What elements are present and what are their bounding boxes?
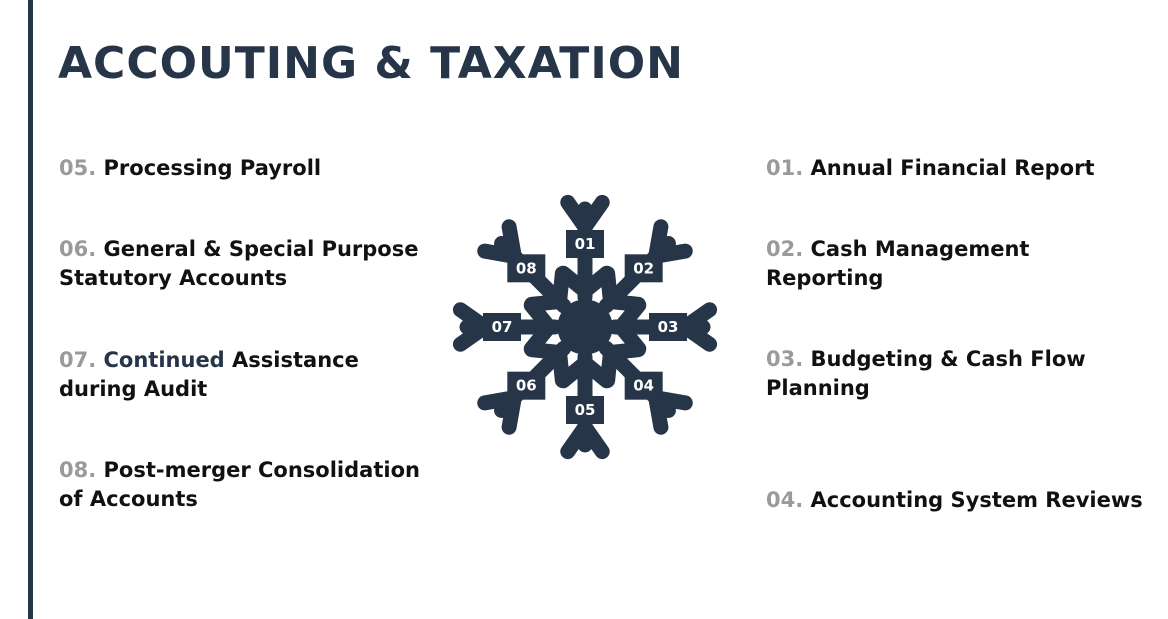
item-number: 01. (766, 156, 804, 180)
item-highlight-word: Continued (103, 348, 225, 372)
snowflake-badge-05: 05 (566, 396, 604, 424)
item-label: Budgeting & Cash Flow Planning (766, 347, 1086, 400)
item-number: 05. (59, 156, 97, 180)
item-number: 02. (766, 237, 804, 261)
service-item-04: 04. Accounting System Reviews (766, 486, 1161, 515)
snowflake-branch (452, 302, 493, 335)
badge-label: 07 (492, 318, 513, 336)
service-item-02: 02. Cash Management Reporting (766, 235, 1066, 293)
badge-box (566, 396, 604, 424)
badge-box (624, 371, 663, 400)
badge-label: 03 (658, 318, 679, 336)
badge-label: 04 (633, 377, 654, 395)
service-item-07: 07. Continued Assistance during Audit (59, 346, 439, 404)
snowflake-branch (677, 319, 718, 352)
item-label: Assistance during Audit (59, 348, 359, 401)
snowflake-badge-06: 06 (507, 371, 546, 400)
snowflake-chevron (552, 266, 570, 310)
snowflake-badge-08: 08 (507, 254, 546, 283)
badge-label: 01 (575, 235, 596, 253)
item-label: Cash Management Reporting (766, 237, 1030, 290)
item-number: 04. (766, 488, 804, 512)
service-item-06: 06. General & Special Purpose Statutory … (59, 235, 439, 293)
service-item-05: 05. Processing Payroll (59, 154, 439, 183)
snowflake-branch (501, 219, 522, 264)
left-accent-bar (28, 0, 33, 619)
item-number: 08. (59, 458, 97, 482)
item-number: 06. (59, 237, 97, 261)
item-label: Annual Financial Report (810, 156, 1095, 180)
service-item-03: 03. Budgeting & Cash Flow Planning (766, 345, 1096, 403)
snowflake-badge-07: 07 (483, 313, 521, 341)
badge-label: 02 (633, 259, 654, 277)
snowflake-center (557, 299, 613, 355)
badge-label: 05 (575, 401, 596, 419)
snowflake-badge-04: 04 (624, 371, 663, 400)
badge-box (507, 254, 546, 283)
snowflake-badge-01: 01 (566, 230, 604, 258)
badge-box (624, 254, 663, 283)
item-label: Processing Payroll (103, 156, 322, 180)
snowflake-badge-03: 03 (649, 313, 687, 341)
service-item-01: 01. Annual Financial Report (766, 154, 1156, 183)
item-label: General & Special Purpose Statutory Acco… (59, 237, 419, 290)
snowflake-branch (648, 390, 669, 435)
badge-box (483, 313, 521, 341)
badge-box (566, 230, 604, 258)
badge-label: 06 (516, 377, 537, 395)
item-label: Post-merger Consolidation of Accounts (59, 458, 420, 511)
service-item-08: 08. Post-merger Consolidation of Account… (59, 456, 439, 514)
badge-label: 08 (516, 259, 537, 277)
item-number: 03. (766, 347, 804, 371)
snowflake-badge-02: 02 (624, 254, 663, 283)
page-title: ACCOUTING & TAXATION (58, 38, 684, 89)
item-label: Accounting System Reviews (810, 488, 1143, 512)
item-number: 07. (59, 348, 97, 372)
snowflake-branch (560, 419, 593, 460)
badge-box (507, 371, 546, 400)
badge-box (649, 313, 687, 341)
snowflake-branch (577, 194, 610, 235)
